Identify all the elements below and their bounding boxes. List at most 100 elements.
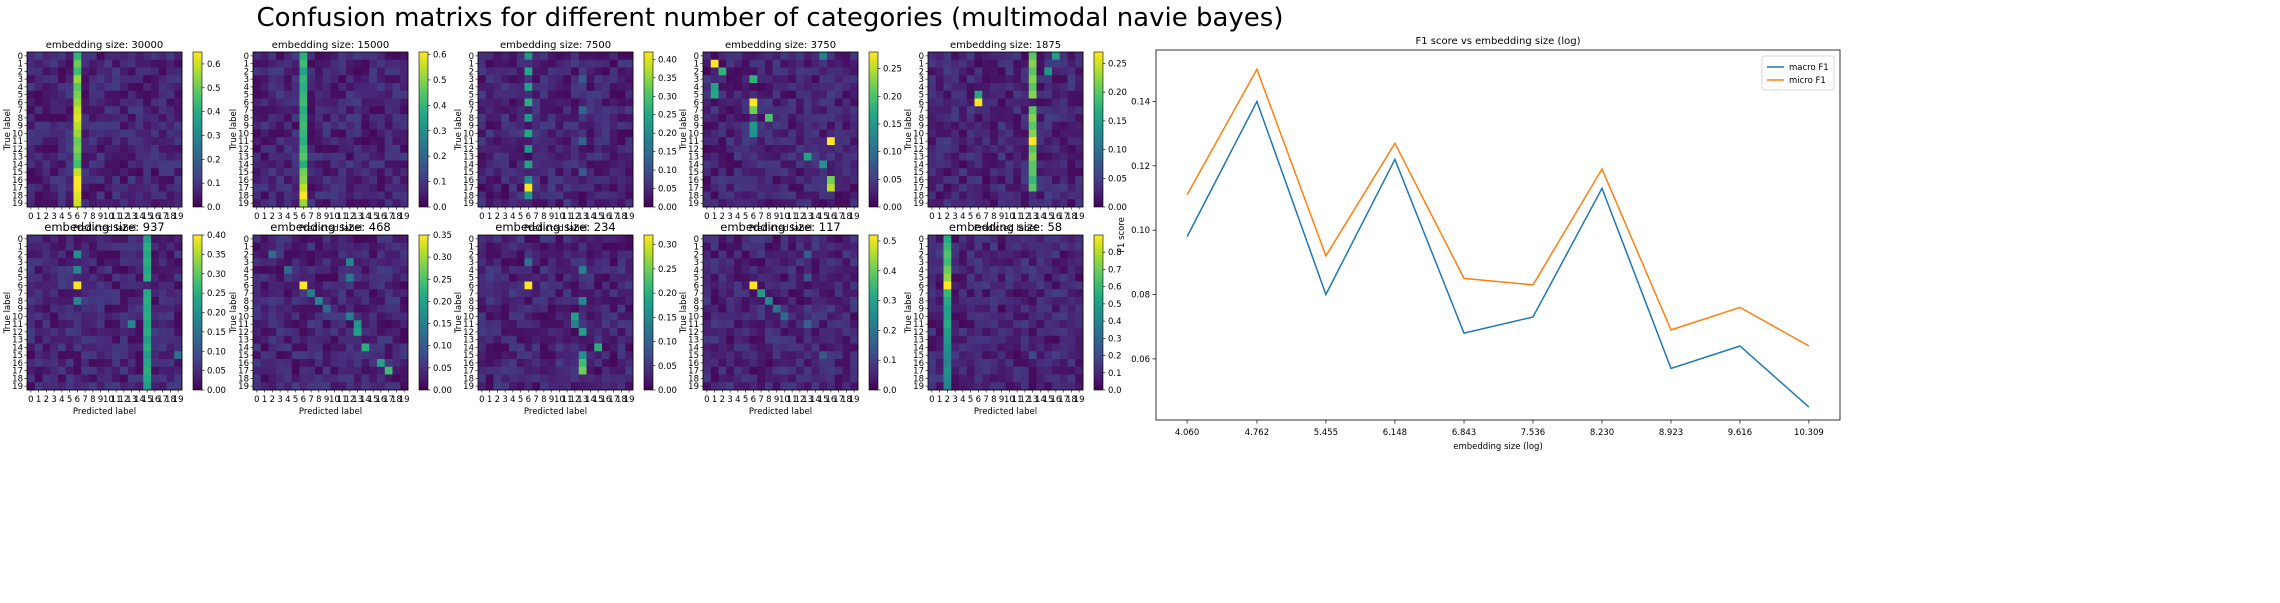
heatmap-cell	[136, 251, 144, 259]
heatmap-cell	[97, 289, 105, 297]
heatmap-cell	[726, 83, 734, 91]
heatmap-cell	[532, 344, 540, 352]
heatmap-cell	[315, 60, 323, 68]
heatmap-cell	[719, 75, 727, 83]
heatmap-cell	[478, 344, 486, 352]
heatmap-cell	[276, 145, 284, 153]
heatmap-cell	[711, 367, 719, 375]
heatmap-cell	[1075, 176, 1083, 184]
heatmap-cell	[300, 313, 308, 321]
heatmap-cell	[936, 161, 944, 169]
heatmap-cell	[703, 328, 711, 336]
heatmap-cell	[944, 130, 952, 138]
heatmap-cell	[128, 60, 136, 68]
heatmap-cell	[850, 289, 858, 297]
heatmap-cell	[105, 176, 113, 184]
heatmap-cell	[587, 106, 595, 114]
heatmap-cell	[501, 161, 509, 169]
heatmap-cell	[276, 52, 284, 60]
heatmap-cell	[532, 375, 540, 383]
heatmap-cell	[602, 168, 610, 176]
heatmap-cell	[377, 168, 385, 176]
heatmap-cell	[300, 382, 308, 390]
heatmap-cell	[1037, 153, 1045, 161]
heatmap-cell	[788, 336, 796, 344]
heatmap-cell	[742, 243, 750, 251]
colorbar-tick-label: 0.15	[433, 320, 452, 330]
heatmap-cell	[315, 199, 323, 207]
heatmap-cell	[975, 359, 983, 367]
heatmap-cell	[128, 83, 136, 91]
heatmap-cell	[781, 328, 789, 336]
heatmap-cell	[703, 168, 711, 176]
heatmap-cell	[540, 297, 548, 305]
heatmap-cell	[610, 258, 618, 266]
heatmap-cell	[58, 375, 66, 383]
heatmap-cell	[827, 114, 835, 122]
heatmap-cell	[393, 68, 401, 76]
heatmap-cell	[587, 243, 595, 251]
heatmap-cell	[788, 75, 796, 83]
heatmap-cell	[167, 60, 175, 68]
heatmap-cell	[151, 375, 159, 383]
heatmap-cell	[579, 106, 587, 114]
heatmap-cell	[835, 137, 843, 145]
heatmap-cell	[618, 137, 626, 145]
heatmap-cell	[66, 382, 74, 390]
heatmap-cell	[773, 130, 781, 138]
heatmap-cell	[540, 320, 548, 328]
heatmap-cell	[128, 192, 136, 200]
heatmap-cell	[354, 336, 362, 344]
heatmap-cell	[951, 60, 959, 68]
heatmap-cell	[66, 320, 74, 328]
heatmap-9: embedding size: 117001122334455667788991…	[679, 220, 897, 417]
heatmap-cell	[307, 184, 315, 192]
heatmap-cell	[734, 382, 742, 390]
heatmap-cell	[532, 60, 540, 68]
heatmap-cell	[338, 320, 346, 328]
heatmap-cell	[97, 184, 105, 192]
heatmap-cell	[97, 235, 105, 243]
heatmap-cell	[827, 176, 835, 184]
heatmap-cell	[936, 184, 944, 192]
heatmap-cell	[773, 382, 781, 390]
heatmap-cell	[796, 243, 804, 251]
heatmap-cell	[315, 258, 323, 266]
heatmap-cell	[50, 320, 58, 328]
heatmap-cell	[501, 199, 509, 207]
heatmap-cell	[998, 83, 1006, 91]
heatmap-cell	[509, 161, 517, 169]
heatmap-cell	[1068, 68, 1076, 76]
heatmap-cell	[525, 266, 533, 274]
heatmap-cell	[703, 114, 711, 122]
heatmap-cell	[726, 274, 734, 282]
heatmap-cell	[112, 153, 120, 161]
heatmap-cell	[563, 282, 571, 290]
heatmap-cell	[128, 313, 136, 321]
heatmap-cell	[1044, 176, 1052, 184]
heatmap-cell	[362, 274, 370, 282]
heatmap-cell	[835, 282, 843, 290]
heatmap-cell	[112, 184, 120, 192]
heatmap-cell	[548, 199, 556, 207]
heatmap-cell	[120, 122, 128, 130]
heatmap-cell	[579, 258, 587, 266]
heatmap-cell	[571, 328, 579, 336]
heatmap-cell	[711, 161, 719, 169]
heatmap-cell	[292, 251, 300, 259]
heatmap-cell	[781, 130, 789, 138]
heatmap-cell	[43, 344, 51, 352]
x-tick-label: 19	[624, 212, 635, 222]
heatmap-cell	[509, 130, 517, 138]
heatmap-cell	[563, 161, 571, 169]
heatmap-cell	[618, 258, 626, 266]
colorbar-tick-label: 0.0	[883, 386, 897, 396]
heatmap-cell	[66, 251, 74, 259]
heatmap-cell	[338, 251, 346, 259]
heatmap-cell	[951, 274, 959, 282]
heatmap-cell	[50, 258, 58, 266]
heatmap-cell	[517, 289, 525, 297]
heatmap-cell	[81, 235, 89, 243]
heatmap-cell	[346, 297, 354, 305]
heatmap-cell	[990, 266, 998, 274]
